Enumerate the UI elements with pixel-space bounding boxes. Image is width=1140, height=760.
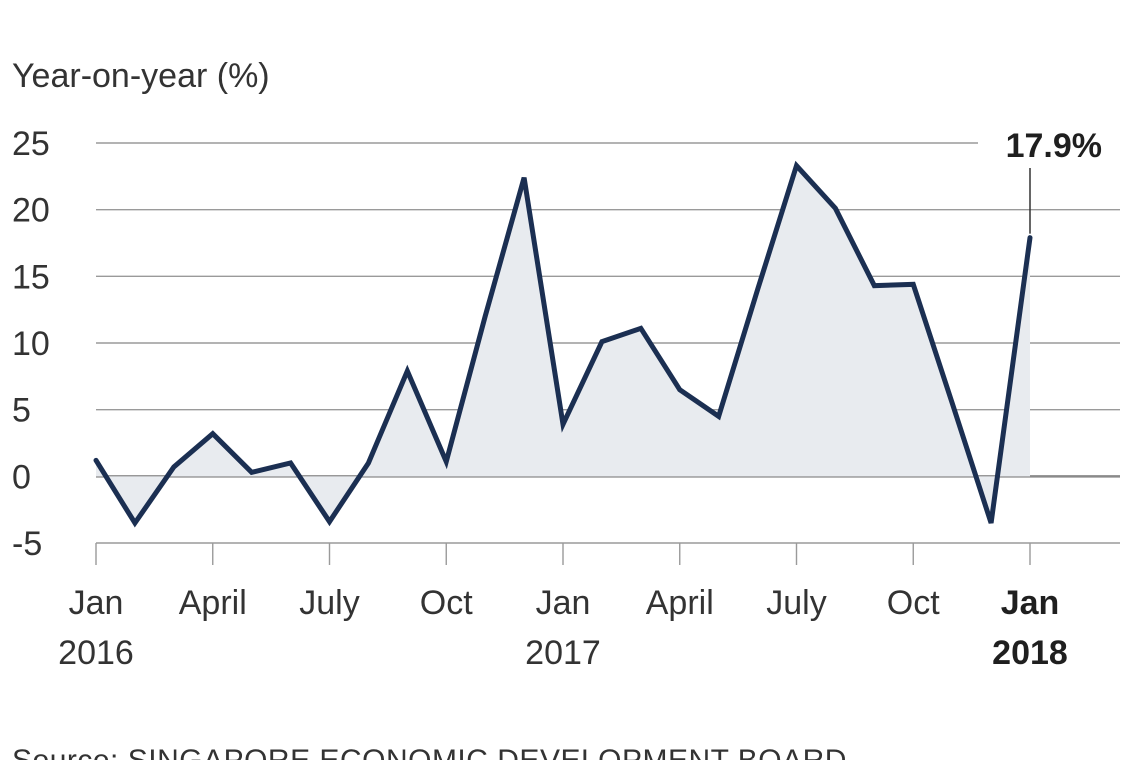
x-tick-sublabel: 2018 bbox=[992, 634, 1068, 672]
y-tick-label: 15 bbox=[12, 258, 50, 296]
series-line-layer bbox=[93, 160, 1033, 528]
y-axis-label: Year-on-year (%) bbox=[12, 57, 270, 95]
y-tick-label: 25 bbox=[12, 125, 50, 163]
x-tick-sublabel: 2017 bbox=[525, 634, 601, 672]
y-tick-label: 10 bbox=[12, 325, 50, 363]
x-axis bbox=[95, 542, 1120, 565]
y-tick-label: 20 bbox=[12, 192, 50, 230]
x-tick-label: Jan bbox=[1001, 584, 1060, 622]
x-tick-label: Oct bbox=[887, 584, 940, 622]
y-tick-label: 5 bbox=[12, 392, 31, 430]
x-tick-label: April bbox=[646, 584, 714, 622]
y-tick-label: -5 bbox=[12, 525, 42, 563]
source-note: Source: SINGAPORE ECONOMIC DEVELOPMENT B… bbox=[12, 744, 847, 760]
annotation-label: 17.9% bbox=[1006, 127, 1102, 165]
series-line bbox=[93, 160, 1033, 528]
x-tick-label: July bbox=[299, 584, 359, 622]
x-tick-label: Jan bbox=[69, 584, 124, 622]
x-tick-label: April bbox=[179, 584, 247, 622]
y-tick-label: 0 bbox=[12, 458, 31, 496]
x-tick-label: July bbox=[766, 584, 826, 622]
x-tick-sublabel: 2016 bbox=[58, 634, 134, 672]
area-fill-layer bbox=[96, 165, 1030, 523]
area-fill bbox=[96, 165, 1030, 523]
x-tick-label: Jan bbox=[536, 584, 591, 622]
tick-labels: 25 20 15 10 5 0 -5 Jan 2016 April July Oct Jan 2017 Ap… bbox=[12, 125, 1068, 672]
x-tick-label: Oct bbox=[420, 584, 473, 622]
annotation-layer: 17.9% bbox=[1006, 127, 1102, 234]
